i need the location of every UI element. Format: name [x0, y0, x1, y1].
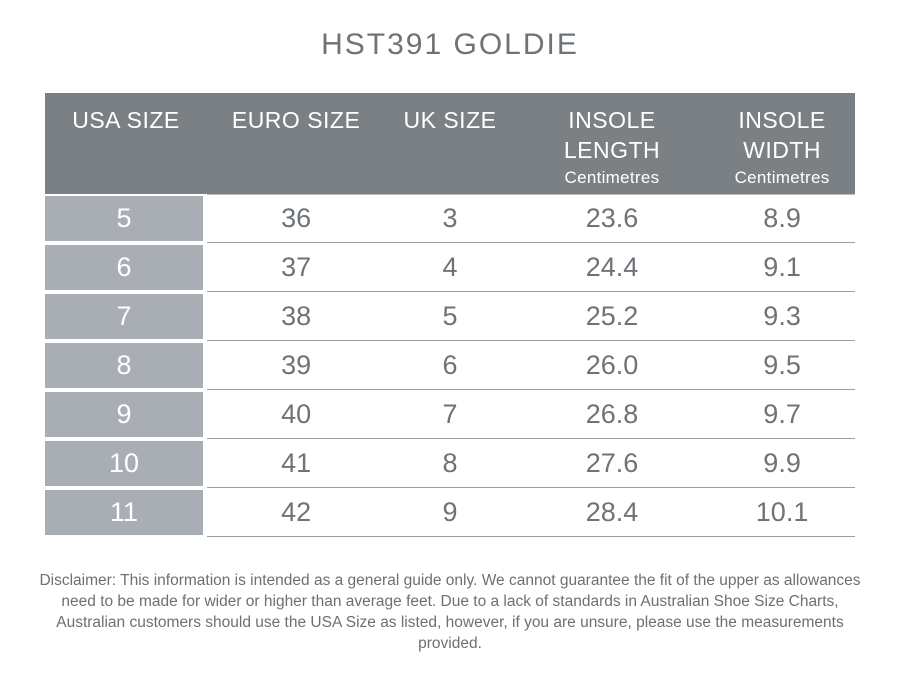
cell-euro-size: 38 — [281, 300, 312, 331]
table-row-values: 39 6 26.0 9.5 — [207, 341, 855, 390]
cell-usa-size: 7 — [45, 292, 207, 341]
table-row: 9 40 7 26.8 9.7 — [45, 390, 855, 439]
cell-uk-size: 6 — [442, 349, 458, 380]
cell-uk-size: 7 — [442, 398, 458, 429]
column-header-label: LENGTH — [563, 137, 661, 163]
column-header-label: UK SIZE — [403, 107, 497, 133]
cell-insole-length: 26.0 — [585, 349, 639, 380]
cell-insole-length: 26.8 — [585, 398, 639, 429]
cell-insole-length: 27.6 — [585, 447, 639, 478]
table-row-values: 37 4 24.4 9.1 — [207, 243, 855, 292]
table-row: 8 39 6 26.0 9.5 — [45, 341, 855, 390]
cell-euro-size: 37 — [281, 251, 312, 282]
cell-insole-width: 10.1 — [755, 496, 809, 527]
column-header-insole-length: INSOLE LENGTH Centimetres — [515, 93, 709, 194]
column-header-label: WIDTH — [743, 137, 821, 163]
table-row: 10 41 8 27.6 9.9 — [45, 439, 855, 488]
cell-usa-size: 10 — [45, 439, 207, 488]
cell-euro-size: 40 — [281, 398, 312, 429]
column-header-euro-size: EURO SIZE — [207, 93, 385, 194]
cell-uk-size: 8 — [442, 447, 458, 478]
cell-uk-size: 4 — [442, 251, 458, 282]
cell-uk-size: 3 — [442, 203, 458, 233]
cell-usa-size: 11 — [45, 488, 207, 537]
cell-insole-width: 9.5 — [763, 349, 801, 380]
table-row: 7 38 5 25.2 9.3 — [45, 292, 855, 341]
table-row: 6 37 4 24.4 9.1 — [45, 243, 855, 292]
cell-usa-size: 9 — [45, 390, 207, 439]
cell-usa-size: 5 — [45, 194, 207, 243]
table-row-values: 42 9 28.4 10.1 — [207, 488, 855, 537]
cell-euro-size: 36 — [281, 203, 312, 233]
cell-insole-width: 9.3 — [763, 300, 801, 331]
cell-insole-length: 28.4 — [585, 496, 639, 527]
table-row-values: 36 3 23.6 8.9 — [207, 194, 855, 243]
column-header-unit: Centimetres — [734, 168, 830, 187]
column-header-label: USA SIZE — [72, 107, 180, 133]
cell-usa-size: 6 — [45, 243, 207, 292]
cell-insole-width: 8.9 — [763, 203, 801, 233]
cell-insole-width: 9.9 — [763, 447, 801, 478]
cell-euro-size: 39 — [281, 349, 312, 380]
cell-insole-length: 25.2 — [585, 300, 639, 331]
cell-insole-width: 9.7 — [763, 398, 801, 429]
table-row: 5 36 3 23.6 8.9 — [45, 194, 855, 243]
table-row: 11 42 9 28.4 10.1 — [45, 488, 855, 537]
column-header-label: INSOLE — [568, 107, 656, 133]
column-header-uk-size: UK SIZE — [385, 93, 515, 194]
column-header-unit: Centimetres — [564, 168, 660, 187]
table-header-row: USA SIZE EURO SIZE UK SIZE INSOLE LENGTH… — [45, 93, 855, 194]
cell-usa-size: 8 — [45, 341, 207, 390]
column-header-insole-width: INSOLE WIDTH Centimetres — [709, 93, 855, 194]
table-row-values: 40 7 26.8 9.7 — [207, 390, 855, 439]
cell-euro-size: 41 — [281, 447, 312, 478]
size-table: USA SIZE EURO SIZE UK SIZE INSOLE LENGTH… — [45, 93, 855, 537]
disclaimer-text: Disclaimer: This information is intended… — [39, 572, 861, 652]
column-header-label: INSOLE — [738, 107, 826, 133]
cell-uk-size: 5 — [442, 300, 458, 331]
cell-insole-length: 23.6 — [585, 203, 639, 233]
cell-insole-length: 24.4 — [585, 251, 639, 282]
table-body: 5 36 3 23.6 8.9 6 37 4 24.4 9.1 7 — [45, 194, 855, 537]
column-header-usa-size: USA SIZE — [45, 93, 207, 194]
column-header-label: EURO SIZE — [231, 107, 361, 133]
cell-uk-size: 9 — [442, 496, 458, 527]
cell-insole-width: 9.1 — [763, 251, 801, 282]
table-row-values: 41 8 27.6 9.9 — [207, 439, 855, 488]
page-title: HST391 GOLDIE — [321, 28, 579, 61]
table-row-values: 38 5 25.2 9.3 — [207, 292, 855, 341]
cell-euro-size: 42 — [281, 496, 312, 527]
